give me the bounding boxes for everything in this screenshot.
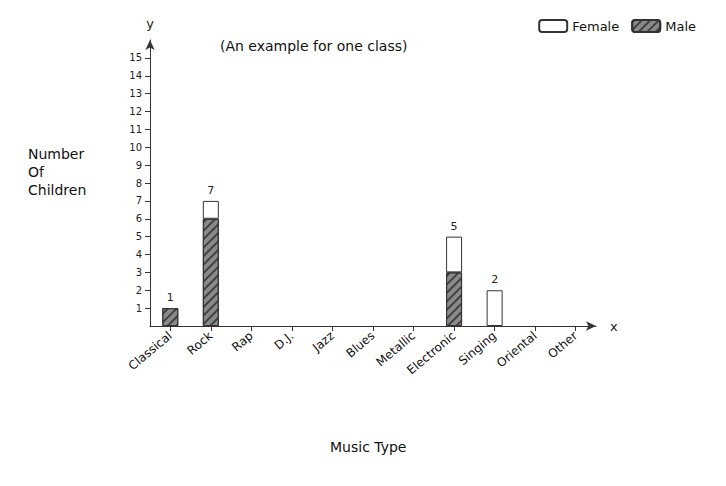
svg-text:Jazz: Jazz (309, 329, 337, 355)
svg-text:Rock: Rock (184, 329, 215, 358)
svg-text:13: 13 (129, 88, 142, 99)
svg-text:3: 3 (136, 267, 142, 278)
svg-text:Female: Female (572, 19, 619, 34)
svg-text:Music Type: Music Type (330, 439, 406, 455)
svg-text:Oriental: Oriental (494, 329, 540, 371)
svg-text:Other: Other (545, 329, 580, 362)
svg-text:(An example for one class): (An example for one class) (220, 38, 408, 54)
svg-text:D.J.: D.J. (272, 329, 297, 353)
svg-text:5: 5 (136, 231, 142, 242)
svg-text:Electronic: Electronic (404, 329, 458, 378)
svg-text:7: 7 (207, 184, 214, 197)
svg-text:Blues: Blues (343, 329, 377, 361)
svg-text:y: y (146, 16, 154, 31)
svg-text:Rap: Rap (229, 329, 256, 355)
svg-text:7: 7 (136, 195, 142, 206)
svg-text:8: 8 (136, 178, 142, 189)
svg-text:4: 4 (136, 249, 142, 260)
svg-text:Metallic: Metallic (373, 328, 418, 370)
svg-text:Number: Number (28, 146, 84, 162)
svg-text:Male: Male (665, 19, 696, 34)
svg-text:12: 12 (129, 106, 142, 117)
svg-text:15: 15 (129, 52, 142, 63)
svg-text:Children: Children (28, 182, 86, 198)
svg-text:5: 5 (451, 220, 458, 233)
svg-text:2: 2 (136, 285, 142, 296)
svg-text:11: 11 (129, 124, 142, 135)
svg-text:2: 2 (491, 273, 498, 286)
svg-text:1: 1 (136, 303, 142, 314)
svg-text:Of: Of (28, 164, 45, 180)
svg-text:Singing: Singing (456, 329, 499, 368)
svg-text:6: 6 (136, 213, 142, 224)
svg-text:10: 10 (129, 142, 142, 153)
svg-text:x: x (610, 319, 618, 334)
svg-text:1: 1 (167, 291, 174, 304)
svg-text:9: 9 (136, 160, 142, 171)
svg-text:Classical: Classical (126, 329, 175, 373)
svg-text:14: 14 (129, 70, 142, 81)
